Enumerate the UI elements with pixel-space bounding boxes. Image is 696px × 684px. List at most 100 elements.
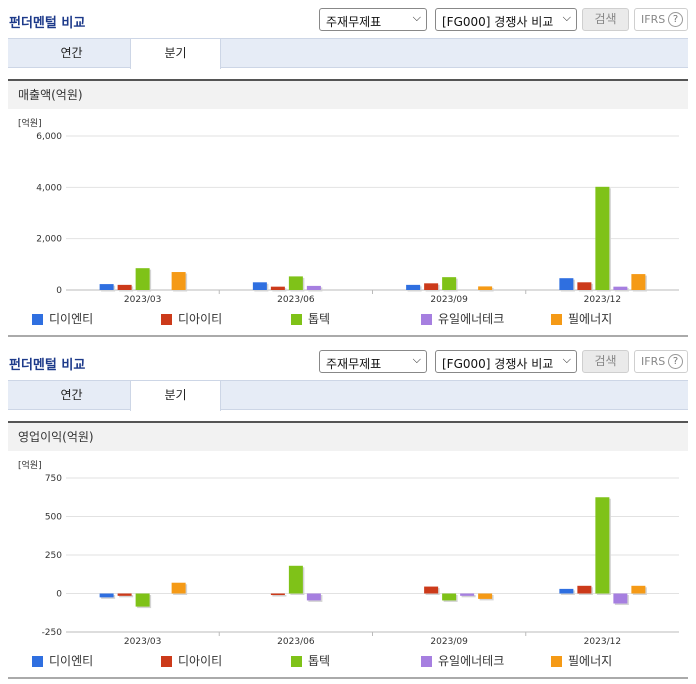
y-tick-label: -250 bbox=[42, 628, 63, 638]
legend-swatch bbox=[421, 656, 432, 667]
search-button[interactable]: 검색 bbox=[582, 350, 629, 373]
legend-swatch bbox=[161, 314, 172, 325]
y-tick-label: 0 bbox=[56, 286, 62, 296]
x-tick-label: 2023/09 bbox=[430, 295, 468, 305]
legend-label: 디이엔티 bbox=[49, 654, 94, 668]
peer-group-select[interactable]: [FG000] 경쟁사 비교 ⌵ bbox=[435, 8, 577, 31]
panel-header: 펀더멘털 비교 주재무제표 ⌵ [FG000] 경쟁사 비교 ⌵ 검색 IFRS… bbox=[0, 0, 696, 38]
panel-title: 펀더멘털 비교 bbox=[9, 16, 86, 31]
legend-swatch bbox=[551, 314, 562, 325]
legend-swatch bbox=[421, 314, 432, 325]
bar bbox=[306, 593, 321, 601]
bar bbox=[595, 186, 610, 290]
y-tick-label: 4,000 bbox=[36, 183, 62, 193]
bar bbox=[306, 285, 321, 290]
peer-group-select-value: [FG000] 경쟁사 비교 bbox=[442, 15, 554, 29]
bar bbox=[595, 497, 610, 594]
ifrs-label: IFRS bbox=[641, 355, 666, 368]
bar bbox=[478, 593, 493, 599]
statement-select-value: 주재무제표 bbox=[326, 15, 382, 29]
y-tick-label: 0 bbox=[56, 590, 62, 600]
bar bbox=[613, 286, 628, 290]
bar bbox=[270, 593, 285, 596]
legend-label: 유일에너테크 bbox=[438, 654, 505, 668]
help-icon[interactable]: ? bbox=[668, 12, 683, 27]
x-tick-label: 2023/12 bbox=[584, 295, 621, 305]
legend-swatch bbox=[551, 656, 562, 667]
tab-quarterly[interactable]: 분기 bbox=[130, 381, 221, 411]
x-tick-label: 2023/12 bbox=[584, 637, 621, 647]
bar bbox=[135, 593, 150, 607]
legend-swatch bbox=[291, 656, 302, 667]
tab-annual[interactable]: 연간 bbox=[60, 388, 83, 402]
x-tick-label: 2023/06 bbox=[277, 295, 315, 305]
bar-shadow bbox=[272, 595, 287, 597]
y-tick-label: 2,000 bbox=[36, 235, 62, 245]
statement-select[interactable]: 주재무제표 ⌵ bbox=[319, 350, 427, 373]
chevron-down-icon: ⌵ bbox=[412, 11, 421, 24]
bar-shadow bbox=[461, 595, 476, 598]
bar bbox=[288, 565, 303, 594]
bar bbox=[99, 284, 114, 290]
y-tick-label: 500 bbox=[45, 513, 62, 523]
bar bbox=[631, 585, 646, 594]
tab-annual[interactable]: 연간 bbox=[60, 46, 83, 60]
chart-legend: 디이엔티 디아이티 톱텍 유일에너테크 필에너지 bbox=[8, 654, 688, 670]
y-tick-label: 250 bbox=[45, 551, 62, 561]
fundamental-panel-sales: 펀더멘털 비교 주재무제표 ⌵ [FG000] 경쟁사 비교 ⌵ 검색 IFRS… bbox=[0, 0, 696, 69]
bar-shadow bbox=[119, 595, 134, 598]
ifrs-button[interactable]: IFRS ? bbox=[634, 350, 688, 373]
bar bbox=[171, 582, 186, 594]
bar bbox=[135, 268, 150, 290]
bar bbox=[631, 274, 646, 290]
bar bbox=[424, 586, 439, 594]
legend-swatch bbox=[32, 656, 43, 667]
bar bbox=[270, 286, 285, 290]
tab-quarterly[interactable]: 분기 bbox=[130, 39, 221, 69]
metric-band: 영업이익(억원) bbox=[8, 421, 688, 451]
chevron-down-icon: ⌵ bbox=[562, 11, 571, 24]
help-icon[interactable]: ? bbox=[668, 354, 683, 369]
fundamental-panel-op-income: 펀더멘털 비교 주재무제표 ⌵ [FG000] 경쟁사 비교 ⌵ 검색 IFRS… bbox=[0, 342, 696, 411]
legend-label: 필에너지 bbox=[568, 654, 613, 668]
y-unit-label: [억원] bbox=[18, 459, 42, 471]
op-income-bar-chart: [억원] -250 0 250 500 750 2023/03 2023/06 2023/09 2… bbox=[18, 459, 679, 647]
legend-label: 디이엔티 bbox=[49, 312, 94, 326]
bar bbox=[442, 593, 457, 601]
bar bbox=[559, 588, 574, 594]
bar bbox=[117, 284, 132, 290]
bar bbox=[559, 278, 574, 290]
ifrs-button[interactable]: IFRS ? bbox=[634, 8, 688, 31]
period-tabs: 연간 분기 bbox=[8, 38, 688, 69]
chart-legend: 디이엔티 디아이티 톱텍 유일에너테크 필에너지 bbox=[8, 312, 688, 328]
bar bbox=[577, 585, 592, 594]
legend-swatch bbox=[161, 656, 172, 667]
panel-title: 펀더멘털 비교 bbox=[9, 358, 86, 373]
statement-select[interactable]: 주재무제표 ⌵ bbox=[319, 8, 427, 31]
legend-label: 디아이티 bbox=[178, 312, 223, 326]
bar bbox=[577, 282, 592, 290]
divider bbox=[8, 335, 688, 337]
y-unit-label: [억원] bbox=[18, 117, 42, 129]
legend-label: 유일에너테크 bbox=[438, 312, 505, 326]
x-tick-label: 2023/03 bbox=[124, 295, 161, 305]
bar bbox=[99, 593, 114, 598]
peer-group-select[interactable]: [FG000] 경쟁사 비교 ⌵ bbox=[435, 350, 577, 373]
chevron-down-icon: ⌵ bbox=[562, 353, 571, 366]
legend-label: 필에너지 bbox=[568, 312, 613, 326]
bar bbox=[252, 282, 267, 290]
search-button[interactable]: 검색 bbox=[582, 8, 629, 31]
ifrs-label: IFRS bbox=[641, 13, 666, 26]
bar bbox=[478, 286, 493, 290]
period-tabs: 연간 분기 bbox=[8, 380, 688, 411]
bar bbox=[406, 284, 421, 290]
sales-bar-chart: [억원] 0 2,000 4,000 6,000 2023/03 2023/06 2023/0… bbox=[18, 117, 679, 305]
metric-band: 매출액(억원) bbox=[8, 79, 688, 109]
panel-header: 펀더멘털 비교 주재무제표 ⌵ [FG000] 경쟁사 비교 ⌵ 검색 IFRS… bbox=[0, 342, 696, 380]
bar bbox=[171, 272, 186, 290]
bar bbox=[117, 593, 132, 596]
legend-label: 디아이티 bbox=[178, 654, 223, 668]
x-tick-label: 2023/06 bbox=[277, 637, 315, 647]
legend-label: 톱텍 bbox=[308, 654, 331, 668]
x-tick-label: 2023/03 bbox=[124, 637, 161, 647]
